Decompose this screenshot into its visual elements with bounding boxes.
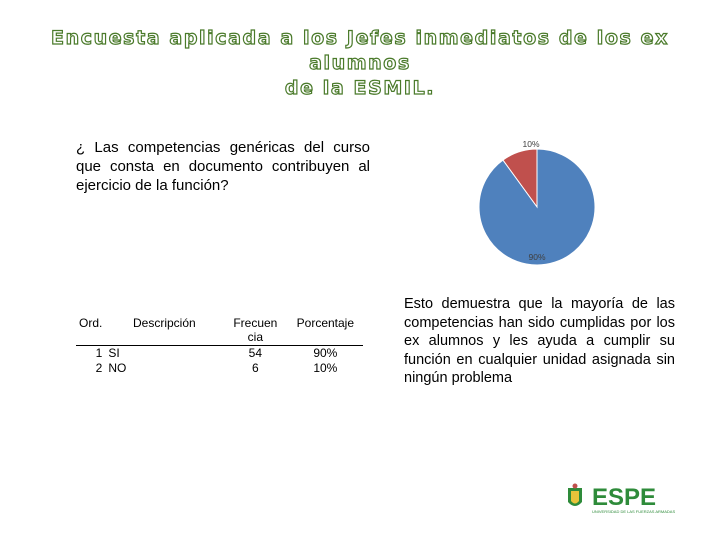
summary-text: Esto demuestra que la mayoría de las com… <box>404 296 675 386</box>
header-percentage: Porcentaje <box>287 315 364 346</box>
pie-chart: 90% 10% <box>478 139 596 265</box>
results-table: Ord. Descripción Frecuen cia Porcentaje … <box>76 315 364 376</box>
logo-text: ESPE <box>592 484 656 511</box>
table-row: 2 NO 6 10% <box>76 361 363 376</box>
survey-question: ¿ Las competencias genéricas del curso q… <box>76 139 370 194</box>
row-percentage: 90% <box>313 346 338 360</box>
crest-icon <box>568 483 582 506</box>
header-frequency: Frecuen cia <box>223 315 288 346</box>
row-frequency: 54 <box>248 346 263 360</box>
row-description: SI <box>108 346 120 360</box>
page-title-line-1: Encuesta aplicada a los Jefes inmediatos… <box>50 26 669 74</box>
header-description: Descripción <box>105 315 224 346</box>
logo-subtitle: UNIVERSIDAD DE LAS FUERZAS ARMADAS <box>592 509 675 514</box>
header-ord: Ord. <box>76 315 106 346</box>
row-frequency: 6 <box>252 361 259 375</box>
table-header-row: Ord. Descripción Frecuen cia Porcentaje <box>76 315 364 346</box>
espe-logo: ESPE UNIVERSIDAD DE LAS FUERZAS ARMADAS <box>568 483 675 514</box>
pie-label-si: 90% <box>528 252 545 262</box>
row-ord: 2 <box>95 361 103 375</box>
pie-label-no: 10% <box>522 139 539 149</box>
table-row: 1 SI 54 90% <box>76 346 363 362</box>
row-percentage: 10% <box>313 361 338 375</box>
page-title-line-2: de la ESMIL. <box>284 76 436 99</box>
page-title: Encuesta aplicada a los Jefes inmediatos… <box>20 26 700 101</box>
row-description: NO <box>108 361 127 375</box>
pie-slice-si <box>478 148 596 265</box>
row-ord: 1 <box>95 346 103 360</box>
